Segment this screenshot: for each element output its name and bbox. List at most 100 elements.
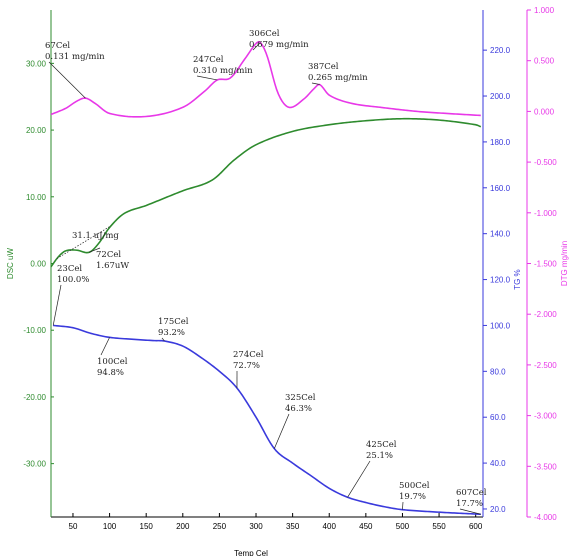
dtg-tick-label: -0.500 [534,158,557,167]
dtg-tick-label: 0.000 [534,107,555,116]
annotation-text: 72Cel [96,250,121,260]
dsc-point [57,256,59,258]
dsc-point [98,243,100,245]
dtg-tick-label: 1.000 [534,6,555,15]
annotation-text: 19.7% [399,492,426,502]
tg-point [438,511,440,513]
dtg-tick-label: -2.500 [534,361,557,370]
x-tick-label: 500 [396,522,410,531]
dtg-curve [51,42,481,117]
dtg-point [109,113,111,115]
dtg-point [416,111,418,113]
annotation-leader-line [348,461,370,497]
dsc-point [328,124,330,126]
x-tick-label: 100 [103,522,117,531]
dtg-point [65,107,67,109]
tg-point [255,416,257,418]
tg-tick-label: 220.0 [490,46,511,55]
dsc-point [365,120,367,122]
dtg-point [229,77,231,79]
tg-tick-label: 200.0 [490,92,511,101]
tg-point [219,370,221,372]
tg-tick-label: 100.0 [490,321,511,330]
annotation-text: 425Cel [366,440,397,450]
annotation-tg-100: 100Cel94.8% [97,337,128,378]
dtg-tick-label: -1.000 [534,209,557,218]
tg-tick-label: 60.0 [490,413,506,422]
annotation-leader-line [402,502,403,510]
annotation-text: 387Cel [308,62,339,72]
annotation-text: 46.3% [285,404,312,414]
dtg-point [350,102,352,104]
tg-tick-label: 140.0 [490,230,511,239]
annotation-text: 247Cel [193,55,224,65]
dsc-point [438,119,440,121]
annotation-text: 0.265 mg/min [308,73,368,83]
tg-tick-label: 180.0 [490,138,511,147]
annotation-tg-607: 607Cel17.7% [456,488,487,514]
annotation-dtg-306: 306Cel0.679 mg/min [249,29,309,50]
dsc-point [480,126,482,128]
dsc-point [65,250,67,252]
dtg-tick-label: -2.000 [534,310,557,319]
annotation-text: 0.131 mg/min [45,52,105,62]
tg-point [182,345,184,347]
dtg-tick-label: 0.500 [534,57,555,66]
dsc-point [211,179,213,181]
dtg-point [328,94,330,96]
x-tick-label: 350 [286,522,300,531]
dsc-tick-label: 0.00 [30,260,46,269]
annotation-text: 17.7% [456,499,483,509]
tg-tick-label: 20.0 [490,505,506,514]
x-tick-label: 450 [359,522,373,531]
dtg-point [445,113,447,115]
annotation-tg-274: 274Cel72.7% [233,350,264,388]
annotation-leader-line [49,62,85,98]
dtg-point [314,87,316,89]
dsc-point [255,144,257,146]
annotation-text: 100Cel [97,357,128,367]
dtg-point [380,106,382,108]
dsc-point [182,190,184,192]
tg-tick-label: 160.0 [490,184,511,193]
tg-tick-label: 80.0 [490,367,506,376]
annotation-text: 0.679 mg/min [249,40,309,50]
dsc-tick-label: -30.00 [23,460,46,469]
dsc-point [76,249,78,251]
annotation-text: 325Cel [285,393,316,403]
tg-point [153,340,155,342]
dtg-point [204,90,206,92]
dsc-point [145,205,147,207]
annotation-leader-line [197,76,217,80]
tg-point [383,506,385,508]
chart-series [50,42,482,515]
annotation-text: 607Cel [456,488,487,498]
x-tick-label: 250 [213,522,227,531]
dsc-tick-label: 30.00 [26,59,47,68]
dtg-axis-label: DTG mg/min [560,241,569,286]
dtg-tick-label: -1.500 [534,260,557,269]
annotation-text: 500Cel [399,481,430,491]
x-tick-label: 50 [69,522,78,531]
annotation-text: 1.67uW [96,261,129,271]
chart-axes: 50 100 150 200 250 300 350 400 450 500 550 600 Temp … [6,6,569,556]
dtg-point [145,116,147,118]
x-tick-label: 200 [176,522,190,531]
dtg-point [266,55,268,57]
dtg-point [288,106,290,108]
dsc-point [292,131,294,133]
x-tick-label: 600 [469,522,483,531]
dtg-point [244,58,246,60]
dsc-point [233,159,235,161]
dsc-point [475,124,477,126]
annotation-text: 274Cel [233,350,264,360]
dtg-point [94,102,96,104]
dsc-peak-area-label: 31.1 uJ/mg [72,231,119,241]
dsc-axis-label: DSC uW [6,248,15,280]
dtg-point [76,100,78,102]
